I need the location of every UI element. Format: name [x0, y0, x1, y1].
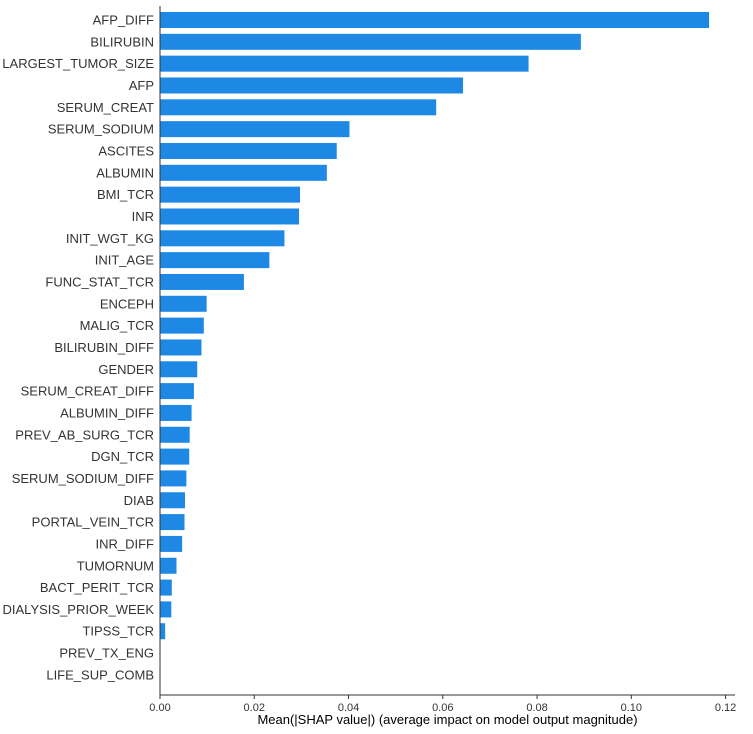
feature-label: INIT_WGT_KG	[66, 231, 154, 246]
x-tick-label: 0.04	[338, 702, 359, 714]
bar-dgn-tcr	[160, 448, 190, 465]
feature-label: AFP	[129, 78, 154, 93]
feature-label: INIT_AGE	[95, 253, 155, 268]
feature-label: LARGEST_TUMOR_SIZE	[2, 56, 154, 71]
bar-bilirubin-diff	[160, 339, 202, 356]
feature-label: DGN_TCR	[91, 449, 154, 464]
bar-largest-tumor-size	[160, 55, 529, 72]
feature-label: SERUM_CREAT	[57, 100, 154, 115]
x-tick-label: 0.06	[432, 702, 453, 714]
feature-label: PREV_AB_SURG_TCR	[15, 427, 154, 442]
bar-ascites	[160, 142, 337, 159]
feature-label: ALBUMIN	[96, 165, 154, 180]
bar-diab	[160, 492, 185, 509]
bar-init-age	[160, 252, 270, 269]
feature-label: SERUM_CREAT_DIFF	[21, 384, 154, 399]
feature-label: LIFE_SUP_COMB	[46, 667, 154, 682]
bar-serum-sodium-diff	[160, 470, 187, 487]
bar-init-wgt-kg	[160, 230, 285, 247]
bar-bact-perit-tcr	[160, 579, 172, 596]
feature-label: TIPSS_TCR	[82, 624, 154, 639]
x-tick-label: 0.02	[244, 702, 265, 714]
feature-label: TUMORNUM	[77, 558, 154, 573]
feature-label: BILIRUBIN_DIFF	[54, 340, 154, 355]
x-tick-label: 0.10	[621, 702, 642, 714]
feature-label: ALBUMIN_DIFF	[60, 405, 154, 420]
bar-prev-ab-surg-tcr	[160, 426, 190, 443]
x-tick-label: 0.12	[715, 702, 736, 714]
x-tick-label: 0.00	[149, 702, 170, 714]
bar-tumornum	[160, 557, 177, 574]
bar-bmi-tcr	[160, 186, 300, 203]
feature-labels-group: AFP_DIFF BILIRUBIN LARGEST_TUMOR_SIZE AFP SE…	[2, 13, 154, 683]
feature-label: INR_DIFF	[96, 536, 155, 551]
bar-serum-creat	[160, 99, 437, 116]
feature-label: BMI_TCR	[97, 187, 154, 202]
bar-bilirubin	[160, 33, 581, 50]
bar-portal-vein-tcr	[160, 514, 185, 531]
bar-afp	[160, 77, 464, 94]
x-axis-label: Mean(|SHAP value|) (average impact on mo…	[257, 712, 637, 727]
feature-label: DIALYSIS_PRIOR_WEEK	[3, 602, 155, 617]
bar-func-stat-tcr	[160, 273, 244, 290]
feature-label: FUNC_STAT_TCR	[45, 274, 154, 289]
feature-label: DIAB	[124, 493, 154, 508]
bar-tipss-tcr	[160, 623, 166, 640]
x-tick-label: 0.08	[526, 702, 547, 714]
bar-serum-sodium	[160, 121, 350, 138]
bar-dialysis-prior-week	[160, 601, 172, 618]
bar-albumin-diff	[160, 404, 192, 421]
feature-label: MALIG_TCR	[80, 318, 154, 333]
feature-label: BACT_PERIT_TCR	[40, 580, 154, 595]
bar-inr-diff	[160, 535, 183, 552]
bar-gender	[160, 361, 198, 378]
feature-label: INR	[132, 209, 154, 224]
bar-enceph	[160, 295, 207, 312]
feature-label: AFP_DIFF	[93, 13, 154, 28]
bar-serum-creat-diff	[160, 383, 194, 400]
feature-label: BILIRUBIN	[90, 34, 154, 49]
feature-label: PORTAL_VEIN_TCR	[32, 515, 154, 530]
feature-label: GENDER	[98, 362, 154, 377]
bars-group	[160, 12, 710, 683]
feature-label: SERUM_SODIUM	[48, 122, 154, 137]
bar-malig-tcr	[160, 317, 204, 334]
bar-inr	[160, 208, 300, 225]
bar-albumin	[160, 164, 327, 181]
feature-label: PREV_TX_ENG	[59, 646, 154, 661]
feature-label: ASCITES	[98, 143, 154, 158]
x-ticks-group: 0.00 0.02 0.04 0.06 0.08 0.10 0.12	[149, 695, 736, 714]
feature-label: ENCEPH	[100, 296, 154, 311]
bar-afp-diff	[160, 12, 710, 28]
feature-label: SERUM_SODIUM_DIFF	[12, 471, 154, 486]
